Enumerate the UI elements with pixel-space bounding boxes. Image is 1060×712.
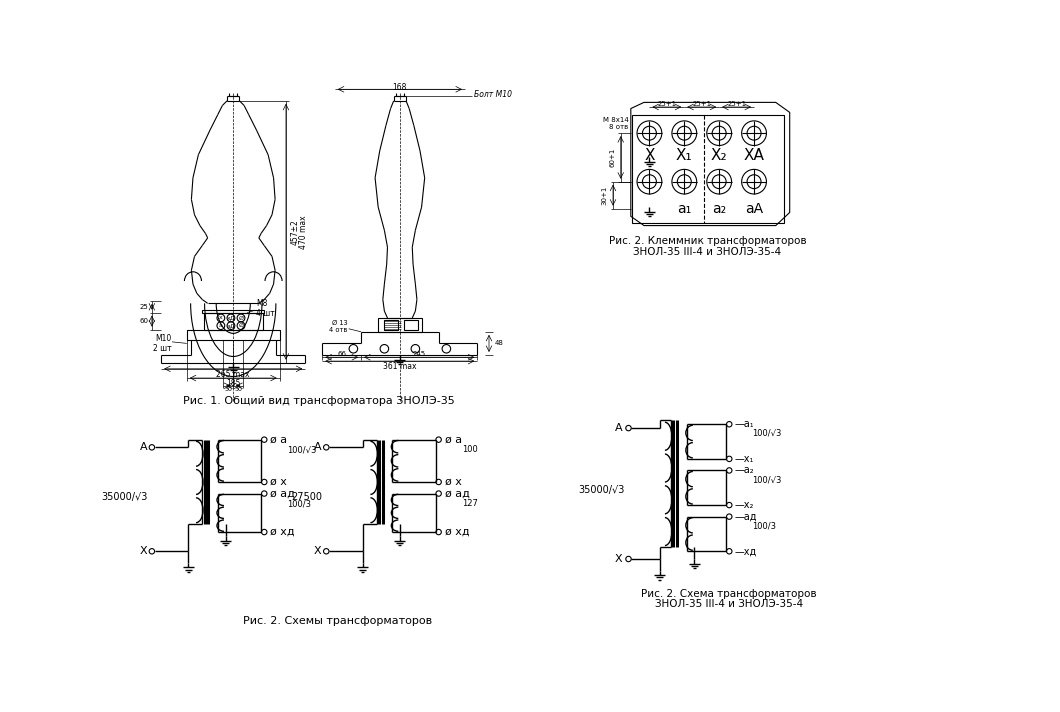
Text: Ø 13
4 отв: Ø 13 4 отв <box>329 320 348 333</box>
Text: А: А <box>314 442 321 452</box>
Text: —a₁: —a₁ <box>735 419 755 429</box>
Text: 35000/√3: 35000/√3 <box>579 485 624 495</box>
Text: 185: 185 <box>226 379 241 388</box>
Text: 100/3: 100/3 <box>287 499 312 508</box>
Text: Рис. 1. Общий вид трансформатора ЗНОЛЭ-35: Рис. 1. Общий вид трансформатора ЗНОЛЭ-3… <box>182 396 455 406</box>
Text: ø xд: ø xд <box>270 527 295 537</box>
Text: 361 max: 361 max <box>383 362 417 371</box>
Text: 100: 100 <box>462 445 478 454</box>
Text: ø xд: ø xд <box>445 527 470 537</box>
Bar <box>633 115 783 223</box>
Text: 100/√3: 100/√3 <box>753 475 782 484</box>
Text: ЗНОЛ-35 III-4 и ЗНОЛЭ-35-4: ЗНОЛ-35 III-4 и ЗНОЛЭ-35-4 <box>655 600 803 609</box>
Text: 100/√3: 100/√3 <box>287 445 317 454</box>
Text: Болт М10: Болт М10 <box>474 90 512 99</box>
Text: —x₂: —x₂ <box>735 500 754 510</box>
Text: X: X <box>140 546 147 556</box>
Text: ø ад: ø ад <box>445 488 470 498</box>
Text: aА: aА <box>745 201 763 216</box>
Text: М 8х14
8 отв: М 8х14 8 отв <box>603 117 629 130</box>
Text: 27500: 27500 <box>292 493 322 503</box>
Text: XА: XА <box>744 148 764 163</box>
Text: a: a <box>219 323 223 328</box>
Text: 66: 66 <box>337 351 347 357</box>
Text: a₂: a₂ <box>712 201 726 216</box>
Text: —xд: —xд <box>735 546 757 556</box>
Text: 60+1: 60+1 <box>610 148 615 167</box>
Text: М10
2 шт: М10 2 шт <box>153 334 172 353</box>
Bar <box>404 320 418 330</box>
Text: А: А <box>615 423 622 433</box>
Text: 470 max: 470 max <box>299 215 308 248</box>
Text: 100/3: 100/3 <box>753 521 777 530</box>
Text: 245: 245 <box>412 351 426 357</box>
Text: —x₁: —x₁ <box>735 454 754 464</box>
Text: X: X <box>615 554 622 564</box>
Text: ø а: ø а <box>270 434 287 444</box>
Text: 30: 30 <box>234 387 243 392</box>
Text: X₁: X₁ <box>676 148 692 163</box>
Text: X: X <box>644 148 655 163</box>
Text: 25: 25 <box>139 304 148 310</box>
Text: Рис. 2. Клеммник трансформаторов: Рис. 2. Клеммник трансформаторов <box>608 236 807 246</box>
Text: X: X <box>314 546 321 556</box>
Text: —a₂: —a₂ <box>735 466 755 476</box>
Text: ø а: ø а <box>445 434 462 444</box>
Text: 25+1: 25+1 <box>692 101 711 107</box>
Text: X₂: X₂ <box>711 148 727 163</box>
Text: 30+1: 30+1 <box>602 186 607 205</box>
Text: 25+1: 25+1 <box>657 101 676 107</box>
Text: aД: aД <box>227 323 235 328</box>
Text: 100/√3: 100/√3 <box>753 429 782 438</box>
Text: ø ад: ø ад <box>270 488 296 498</box>
Bar <box>385 320 399 330</box>
Text: ø x: ø x <box>445 477 462 487</box>
Text: 30: 30 <box>225 387 232 392</box>
Bar <box>187 330 280 340</box>
Text: Рис. 2. Схемы трансформаторов: Рис. 2. Схемы трансформаторов <box>244 616 432 626</box>
Text: xД: xД <box>227 315 235 320</box>
Text: 60: 60 <box>139 318 148 324</box>
Bar <box>378 318 422 332</box>
Text: 265 max: 265 max <box>216 370 250 379</box>
Text: Ø: Ø <box>238 323 244 328</box>
Text: ЗНОЛ-35 III-4 и ЗНОЛЭ-35-4: ЗНОЛ-35 III-4 и ЗНОЛЭ-35-4 <box>634 247 781 257</box>
Text: Ø: Ø <box>238 315 244 320</box>
Text: 25+1: 25+1 <box>727 101 746 107</box>
Bar <box>204 313 263 330</box>
Text: А: А <box>140 442 147 452</box>
Text: ø x: ø x <box>270 477 287 487</box>
Text: 457±2: 457±2 <box>290 219 300 245</box>
Bar <box>202 310 264 313</box>
Text: —aд: —aд <box>735 512 757 522</box>
Text: 127: 127 <box>462 499 478 508</box>
Text: a₁: a₁ <box>677 201 691 216</box>
Text: М8
4 шт: М8 4 шт <box>257 299 276 318</box>
Text: 168: 168 <box>392 83 407 93</box>
Text: x: x <box>219 315 223 320</box>
Text: Рис. 2. Схема трансформаторов: Рис. 2. Схема трансформаторов <box>641 589 817 599</box>
Text: 48: 48 <box>494 340 504 347</box>
Text: 35000/√3: 35000/√3 <box>102 493 148 503</box>
